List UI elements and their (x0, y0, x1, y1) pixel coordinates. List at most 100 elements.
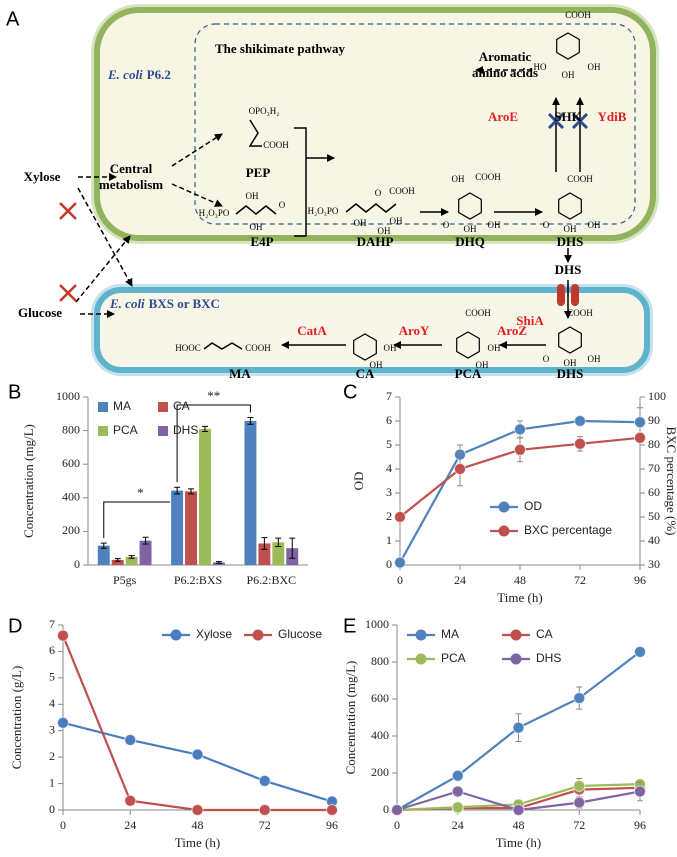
annotation: ** (207, 388, 220, 403)
chemical-group: COOH (567, 308, 593, 318)
ring (556, 32, 580, 60)
ring (456, 331, 480, 359)
legend-marker (510, 629, 522, 641)
ring (558, 326, 582, 354)
transporter-part (557, 284, 565, 306)
marker (512, 721, 525, 734)
host-species: E. coli (109, 296, 145, 311)
x-axis-label: Time (h) (175, 835, 220, 850)
legend-marker (415, 629, 427, 641)
legend-label: Xylose (196, 627, 232, 641)
chemical-group: OH (588, 62, 601, 72)
y2-tick-label: 70 (648, 461, 660, 475)
y-tick-label: 1 (386, 533, 392, 547)
chemical-group: O (543, 354, 550, 364)
pathway-title: The shikimate pathway (215, 41, 346, 56)
legend-marker (415, 653, 427, 665)
legend-swatch (158, 402, 168, 412)
y-tick-label: 1 (49, 775, 55, 789)
bar (258, 543, 271, 565)
y-tick-label: 2 (49, 749, 55, 763)
significance-bracket (103, 501, 171, 539)
y2-tick-label: 30 (648, 557, 660, 571)
x-tick-label: 24 (124, 818, 136, 832)
enzyme: ShiA (516, 313, 544, 328)
chemical-group: OH (476, 360, 489, 370)
marker (514, 423, 526, 436)
y-tick-label: 6 (386, 413, 392, 427)
bar (199, 428, 211, 565)
marker (573, 796, 586, 809)
y-axis-label: OD (351, 472, 366, 491)
x-axis-label: Time (h) (496, 835, 541, 850)
chemical-group: OH (564, 224, 577, 234)
panel-label: A (6, 8, 20, 30)
compound-name: PCA (455, 366, 482, 381)
cross (547, 112, 565, 130)
pathway-box (194, 23, 636, 225)
bar (171, 490, 184, 565)
node-label: amino acids (472, 65, 538, 80)
chemical-group: O (375, 188, 382, 198)
legend-swatch (98, 426, 108, 436)
error-bar (114, 558, 121, 562)
marker (451, 769, 464, 782)
marker (514, 443, 526, 456)
series-line (61, 635, 332, 812)
cross (571, 112, 589, 130)
chemical-group: OH (354, 218, 367, 228)
error-bar (201, 425, 208, 432)
transporter (557, 284, 579, 306)
ring (558, 192, 582, 220)
marker (57, 629, 69, 642)
y-tick-label: 200 (371, 765, 389, 779)
chemical-group: OH (564, 358, 577, 368)
legend-label: CA (173, 399, 190, 413)
blocked-marks (59, 202, 77, 302)
legend-marker (510, 653, 522, 665)
marker (574, 437, 586, 450)
chemical-group: OPO₃H₂ (249, 106, 280, 116)
y-tick-label: 200 (62, 523, 80, 537)
legend-marker (170, 629, 182, 641)
legend-label: MA (441, 627, 459, 641)
annotation: * (137, 485, 144, 500)
y2-tick-label: 60 (648, 485, 660, 499)
y2-tick-label: 100 (648, 389, 666, 403)
host-top-box (94, 7, 656, 241)
host-label: E. coli BXS or BXC (109, 296, 220, 311)
transporter-part (571, 284, 579, 306)
bracket (294, 127, 307, 237)
marker (391, 804, 403, 816)
chemical-group: H₂O₃PO (199, 208, 230, 218)
chemical-group: OH (370, 360, 383, 370)
x-tick-label: 48 (192, 818, 204, 832)
compound-name: DHQ (455, 234, 485, 249)
error-bar (275, 537, 282, 548)
marker (451, 785, 464, 798)
x-tick-label: 24 (454, 573, 466, 587)
x-tick-label: P6.2:BXS (174, 573, 222, 587)
y-tick-label: 3 (386, 485, 392, 499)
chemical-group: OH (250, 222, 263, 232)
marker (191, 804, 204, 816)
chemical-group: OH (588, 220, 601, 230)
marker (124, 794, 137, 807)
y-tick-label: 0 (383, 802, 389, 816)
arrow (171, 133, 223, 167)
cross (59, 202, 77, 220)
x-tick-label: 0 (60, 818, 66, 832)
x-tick-label: 48 (514, 573, 526, 587)
bar (139, 540, 152, 565)
knockout-marks (547, 112, 589, 130)
legend-marker (498, 501, 510, 513)
significance-bracket (176, 404, 251, 483)
legend-marker (252, 629, 264, 641)
legend-label: OD (524, 499, 542, 513)
y-tick-label: 1000 (56, 389, 80, 403)
x-tick-label: 96 (326, 818, 338, 832)
y-tick-label: 0 (49, 802, 55, 816)
bond (203, 342, 243, 350)
